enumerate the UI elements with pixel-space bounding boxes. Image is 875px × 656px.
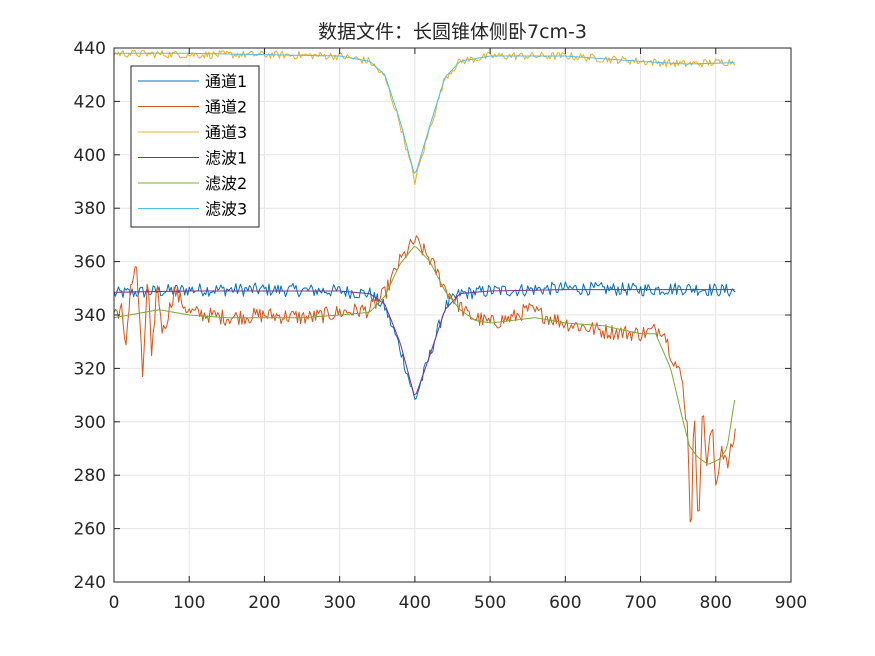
y-tick-label: 340 (74, 306, 106, 326)
x-tick-label: 300 (323, 593, 355, 613)
y-tick-label: 440 (74, 39, 106, 59)
y-tick-label: 260 (74, 520, 106, 540)
x-tick-label: 700 (624, 593, 656, 613)
x-tick-label: 0 (109, 593, 120, 613)
chart-title: 数据文件：长圆锥体侧卧7cm-3 (318, 21, 587, 43)
y-tick-label: 300 (74, 413, 106, 433)
x-tick-label: 200 (248, 593, 280, 613)
x-tick-label: 600 (549, 593, 581, 613)
series-line-1 (113, 281, 736, 400)
x-tick-label: 500 (474, 593, 506, 613)
x-tick-label: 800 (700, 593, 732, 613)
y-tick-label: 320 (74, 359, 106, 379)
legend-label-4: 滤波1 (205, 149, 247, 168)
x-tick-label: 900 (775, 593, 807, 613)
series-line-5 (113, 246, 736, 465)
legend-label-1: 通道1 (205, 72, 247, 91)
series-line-4 (114, 289, 735, 396)
legend-label-5: 滤波2 (205, 174, 247, 193)
legend: 通道1 通道2 通道3 滤波1 滤波2 滤波3 (130, 65, 260, 228)
legend-label-3: 通道3 (205, 123, 247, 142)
legend-label-2: 通道2 (205, 98, 247, 117)
x-tick-label: 100 (173, 593, 205, 613)
x-tick-label: 400 (399, 593, 431, 613)
series-line-6 (114, 52, 735, 174)
y-tick-label: 420 (74, 92, 106, 112)
y-tick-label: 380 (74, 199, 106, 219)
legend-label-6: 滤波3 (205, 200, 247, 219)
y-tick-label: 400 (74, 146, 106, 166)
y-tick-label: 360 (74, 253, 106, 273)
series-line-2 (113, 235, 736, 523)
tick-layer: 0 100 200 300 400 500 600 700 800 900 240 260 280 300… (74, 39, 808, 613)
y-tick-label: 240 (74, 573, 106, 593)
series-layer (113, 49, 736, 523)
y-tick-label: 280 (74, 466, 106, 486)
legend-box (130, 65, 260, 228)
